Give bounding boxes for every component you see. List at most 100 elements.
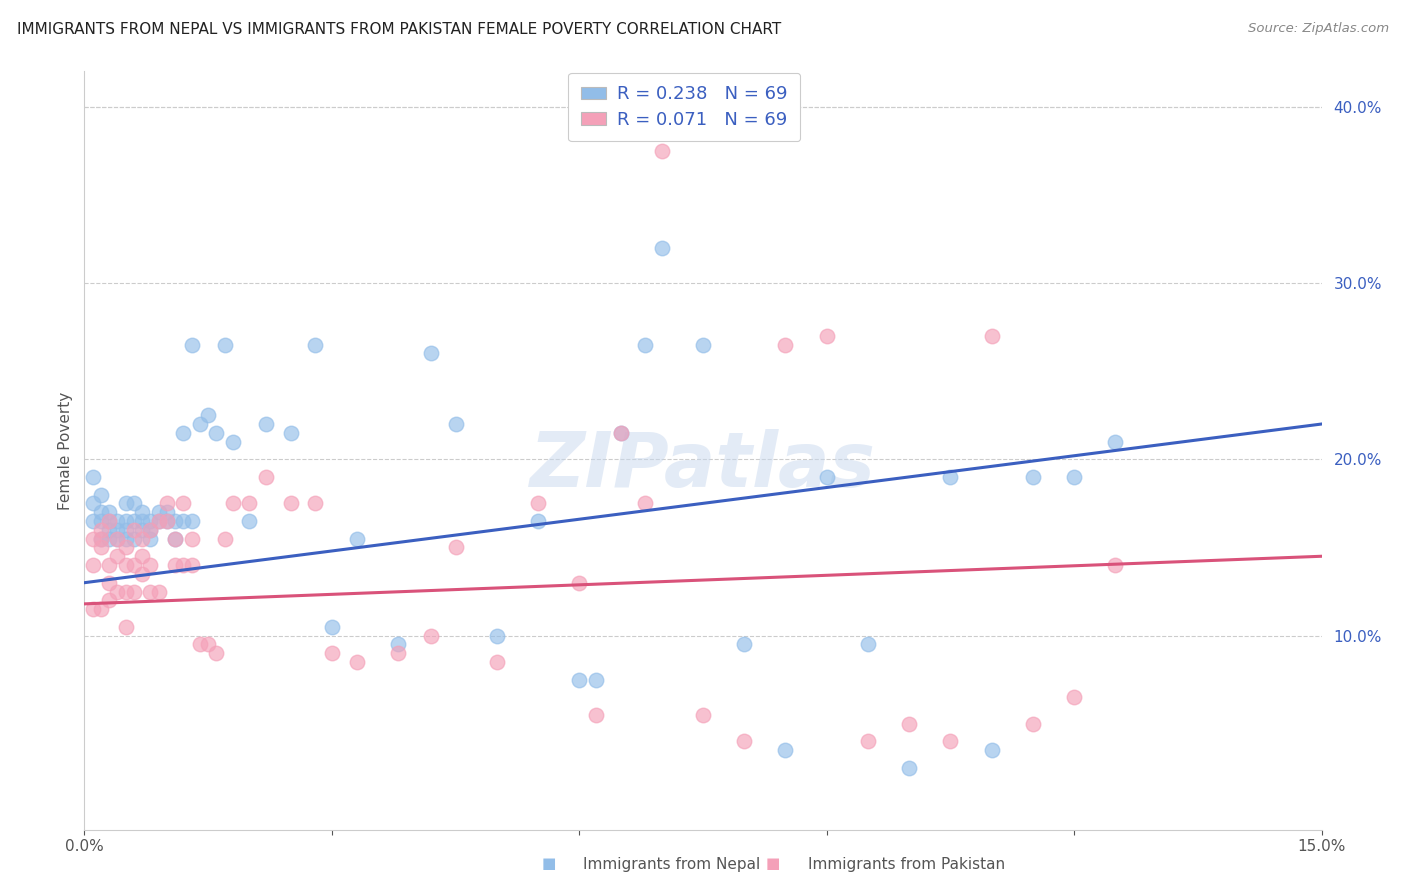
Point <box>105 549 128 564</box>
Point <box>172 514 194 528</box>
Point <box>122 558 145 572</box>
Point <box>122 584 145 599</box>
Point <box>98 593 121 607</box>
Point <box>898 761 921 775</box>
Point <box>180 532 202 546</box>
Point <box>82 602 104 616</box>
Point <box>122 514 145 528</box>
Point <box>1063 690 1085 705</box>
Legend: R = 0.238   N = 69, R = 0.071   N = 69: R = 0.238 N = 69, R = 0.071 N = 69 <box>568 73 800 141</box>
Point <box>419 629 441 643</box>
Point <box>387 646 409 660</box>
Point <box>939 734 962 748</box>
Point <box>980 743 1002 757</box>
Point <box>775 743 797 757</box>
Point <box>82 470 104 484</box>
Point <box>90 541 112 555</box>
Point <box>156 505 179 519</box>
Text: IMMIGRANTS FROM NEPAL VS IMMIGRANTS FROM PAKISTAN FEMALE POVERTY CORRELATION CHA: IMMIGRANTS FROM NEPAL VS IMMIGRANTS FROM… <box>17 22 782 37</box>
Point <box>485 655 508 669</box>
Point <box>1022 470 1045 484</box>
Point <box>205 425 228 440</box>
Point <box>105 532 128 546</box>
Point <box>105 532 128 546</box>
Point <box>165 532 187 546</box>
Point <box>280 425 302 440</box>
Point <box>692 337 714 351</box>
Point <box>346 532 368 546</box>
Point <box>1022 716 1045 731</box>
Point <box>205 646 228 660</box>
Point <box>139 558 162 572</box>
Point <box>98 558 121 572</box>
Point <box>485 629 508 643</box>
Point <box>609 425 631 440</box>
Point <box>527 514 550 528</box>
Text: ZIPatlas: ZIPatlas <box>530 429 876 502</box>
Point <box>304 496 326 510</box>
Point <box>90 532 112 546</box>
Point <box>222 496 245 510</box>
Point <box>651 241 673 255</box>
Point <box>90 487 112 501</box>
Point <box>172 558 194 572</box>
Point <box>172 496 194 510</box>
Point <box>815 470 838 484</box>
Point <box>568 575 591 590</box>
Point <box>609 425 631 440</box>
Point <box>214 532 236 546</box>
Point <box>1104 434 1126 449</box>
Point <box>180 337 202 351</box>
Point <box>90 514 112 528</box>
Point <box>856 637 879 651</box>
Point <box>131 523 153 537</box>
Point <box>634 496 657 510</box>
Point <box>980 329 1002 343</box>
Point <box>321 620 343 634</box>
Point <box>98 514 121 528</box>
Point <box>775 337 797 351</box>
Point <box>651 144 673 158</box>
Point <box>172 425 194 440</box>
Point <box>139 523 162 537</box>
Point <box>898 716 921 731</box>
Point <box>197 408 219 422</box>
Point <box>148 584 170 599</box>
Point <box>387 637 409 651</box>
Point <box>634 337 657 351</box>
Point <box>98 575 121 590</box>
Point <box>131 532 153 546</box>
Point <box>419 346 441 360</box>
Point <box>156 514 179 528</box>
Point <box>180 558 202 572</box>
Point <box>280 496 302 510</box>
Text: Immigrants from Pakistan: Immigrants from Pakistan <box>808 857 1005 872</box>
Point <box>733 637 755 651</box>
Point <box>114 541 136 555</box>
Point <box>114 523 136 537</box>
Point <box>939 470 962 484</box>
Y-axis label: Female Poverty: Female Poverty <box>58 392 73 509</box>
Point <box>82 514 104 528</box>
Point <box>148 514 170 528</box>
Point <box>733 734 755 748</box>
Point <box>321 646 343 660</box>
Point <box>165 532 187 546</box>
Point <box>585 708 607 723</box>
Point <box>222 434 245 449</box>
Point <box>114 496 136 510</box>
Point <box>815 329 838 343</box>
Point <box>238 496 260 510</box>
Point <box>90 505 112 519</box>
Point <box>114 514 136 528</box>
Point <box>105 523 128 537</box>
Point <box>197 637 219 651</box>
Text: Source: ZipAtlas.com: Source: ZipAtlas.com <box>1249 22 1389 36</box>
Point <box>122 523 145 537</box>
Point <box>148 514 170 528</box>
Text: ■: ■ <box>541 855 555 871</box>
Point <box>98 505 121 519</box>
Point <box>165 514 187 528</box>
Point <box>156 514 179 528</box>
Point <box>156 496 179 510</box>
